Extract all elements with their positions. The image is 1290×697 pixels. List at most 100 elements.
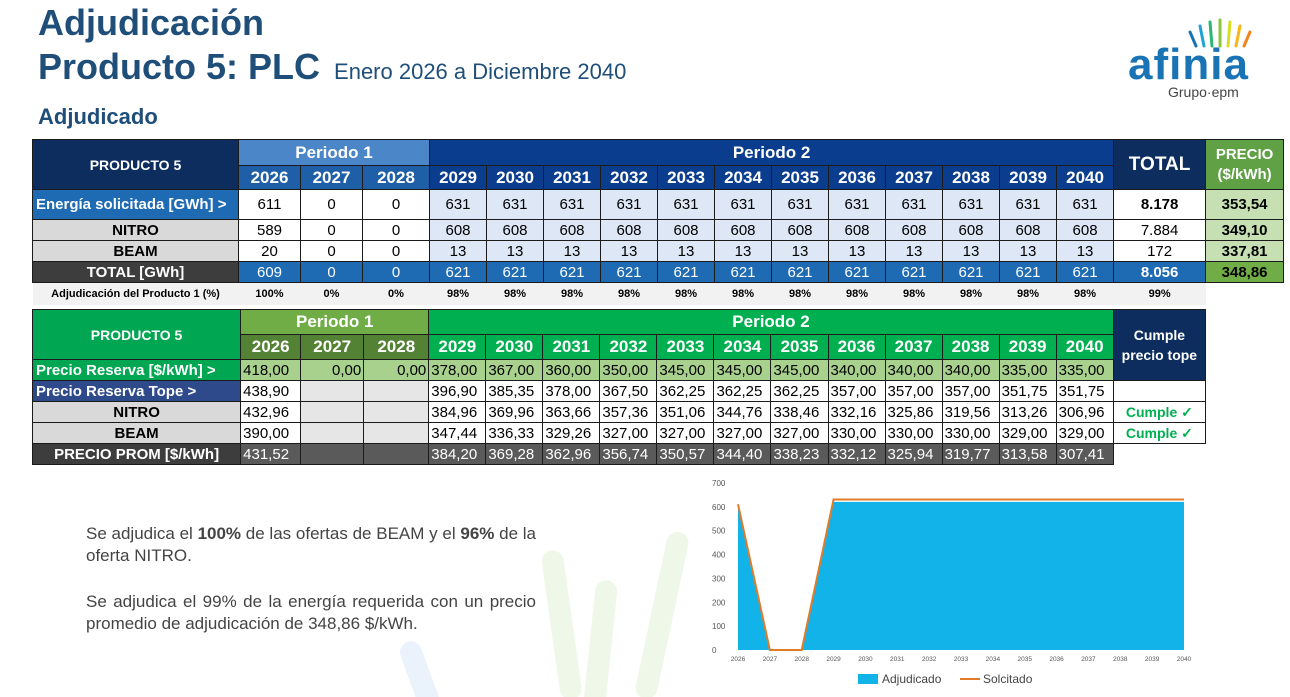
value-cell: 0 bbox=[362, 189, 430, 220]
value-cell: 0 bbox=[300, 240, 363, 262]
pct-cell: 98% bbox=[999, 282, 1057, 305]
periodo1-header: Periodo 1 bbox=[238, 139, 430, 166]
value-cell: 631 bbox=[714, 189, 772, 220]
cumple-cell bbox=[1112, 380, 1207, 402]
price-cell: 344,40 bbox=[713, 443, 772, 465]
value-cell: 13 bbox=[942, 240, 1000, 262]
value-cell: 13 bbox=[771, 240, 829, 262]
value-cell: 608 bbox=[714, 219, 772, 241]
price-cell: 356,74 bbox=[599, 443, 658, 465]
year-header: 2037 bbox=[884, 334, 943, 360]
price-cell: 362,25 bbox=[656, 380, 715, 402]
value-cell: 608 bbox=[885, 219, 943, 241]
value-cell: 589 bbox=[238, 219, 301, 241]
price-cell: 319,56 bbox=[941, 401, 1000, 423]
price-cell: 390,00 bbox=[240, 422, 302, 444]
pct-cell: 98% bbox=[543, 282, 601, 305]
note1-text-c: de las ofertas de BEAM y el bbox=[241, 524, 461, 543]
product-header: PRODUCTO 5 bbox=[31, 309, 242, 360]
y-tick-label: 100 bbox=[712, 622, 726, 631]
value-cell: 631 bbox=[429, 189, 487, 220]
note1-text-e: de la oferta NITRO. bbox=[86, 524, 536, 565]
value-cell: 621 bbox=[657, 261, 715, 283]
x-tick-label: 2034 bbox=[986, 656, 1001, 663]
value-cell: 13 bbox=[429, 240, 487, 262]
value-cell: 621 bbox=[828, 261, 886, 283]
year-header: 2040 bbox=[1055, 334, 1114, 360]
price-cell: 325,86 bbox=[884, 401, 943, 423]
price-cell: 327,00 bbox=[656, 422, 715, 444]
price-cell: 344,76 bbox=[713, 401, 772, 423]
price-cell: 378,00 bbox=[542, 380, 601, 402]
x-tick-label: 2030 bbox=[858, 656, 873, 663]
price-cell: 351,75 bbox=[1055, 380, 1114, 402]
value-cell: 631 bbox=[600, 189, 658, 220]
row-label: BEAM bbox=[31, 422, 242, 444]
price-cell: 357,36 bbox=[599, 401, 658, 423]
price-cell: 438,90 bbox=[240, 380, 302, 402]
price-cell: 0,00 bbox=[363, 359, 430, 381]
year-header: 2036 bbox=[828, 165, 886, 190]
value-cell: 13 bbox=[828, 240, 886, 262]
price-cell: 329,00 bbox=[998, 422, 1057, 444]
row-label: Precio Reserva Tope > bbox=[31, 380, 242, 402]
price-cell: 332,16 bbox=[827, 401, 886, 423]
total-cell: 8.178 bbox=[1113, 189, 1207, 220]
price-cell bbox=[363, 422, 430, 444]
pct-cell: 98% bbox=[600, 282, 658, 305]
year-header: 2034 bbox=[713, 334, 772, 360]
value-cell: 631 bbox=[543, 189, 601, 220]
price-cell: 330,00 bbox=[884, 422, 943, 444]
value-cell: 621 bbox=[543, 261, 601, 283]
value-cell: 631 bbox=[1055, 189, 1115, 220]
year-header: 2038 bbox=[941, 334, 1000, 360]
x-tick-label: 2039 bbox=[1145, 656, 1160, 663]
pct-cell: 98% bbox=[486, 282, 544, 305]
y-tick-label: 300 bbox=[712, 574, 726, 583]
cumple-cell: Cumple ✓ bbox=[1112, 422, 1207, 444]
value-cell: 13 bbox=[885, 240, 943, 262]
value-cell: 13 bbox=[486, 240, 544, 262]
value-cell: 631 bbox=[771, 189, 829, 220]
value-cell: 13 bbox=[1055, 240, 1115, 262]
y-tick-label: 600 bbox=[712, 503, 726, 512]
year-header: 2030 bbox=[485, 334, 544, 360]
price-cell: 313,58 bbox=[998, 443, 1057, 465]
value-cell: 608 bbox=[771, 219, 829, 241]
price-cell: 327,00 bbox=[713, 422, 772, 444]
pct-label: Adjudicación del Producto 1 (%) bbox=[32, 282, 239, 305]
pct-total: 99% bbox=[1113, 282, 1206, 305]
periodo2-header: Periodo 2 bbox=[428, 139, 1115, 166]
y-tick-label: 700 bbox=[712, 479, 726, 488]
value-cell: 631 bbox=[828, 189, 886, 220]
product-title: Producto 5: PLC Enero 2026 a Diciembre 2… bbox=[38, 46, 626, 88]
price-cell: 363,66 bbox=[542, 401, 601, 423]
price-cell: 362,96 bbox=[542, 443, 601, 465]
price-cell: 350,00 bbox=[599, 359, 658, 381]
pct-cell: 98% bbox=[771, 282, 829, 305]
pct-cell: 98% bbox=[1056, 282, 1114, 305]
legend-label-solcitado: Solcitado bbox=[983, 672, 1033, 686]
adjudication-energy-table: PRODUCTO 5 Periodo 1 Periodo 2 TOTAL PRECIO … bbox=[32, 139, 1285, 305]
legend-swatch-adjudicado bbox=[858, 674, 878, 684]
price-cell: 351,06 bbox=[656, 401, 715, 423]
price-cell: 362,25 bbox=[713, 380, 772, 402]
periodo2-header: Periodo 2 bbox=[428, 309, 1114, 335]
price-cell bbox=[363, 401, 430, 423]
year-header: 2027 bbox=[300, 334, 365, 360]
price-cell: 431,52 bbox=[240, 443, 302, 465]
decorative-watermark bbox=[400, 531, 689, 697]
price-cell: 350,57 bbox=[656, 443, 715, 465]
value-cell: 631 bbox=[885, 189, 943, 220]
pct-cell: 98% bbox=[885, 282, 943, 305]
pct-cell: 98% bbox=[429, 282, 487, 305]
x-tick-label: 2027 bbox=[763, 656, 778, 663]
series-line-solcitado bbox=[737, 498, 1184, 651]
year-header: 2030 bbox=[486, 165, 544, 190]
year-header: 2039 bbox=[998, 334, 1057, 360]
x-tick-label: 2032 bbox=[922, 656, 937, 663]
precio-cell: 349,10 bbox=[1205, 219, 1285, 241]
note1-beam-pct: 100% bbox=[197, 524, 242, 543]
date-range: Enero 2026 a Diciembre 2040 bbox=[334, 59, 627, 84]
price-cell: 385,35 bbox=[485, 380, 544, 402]
